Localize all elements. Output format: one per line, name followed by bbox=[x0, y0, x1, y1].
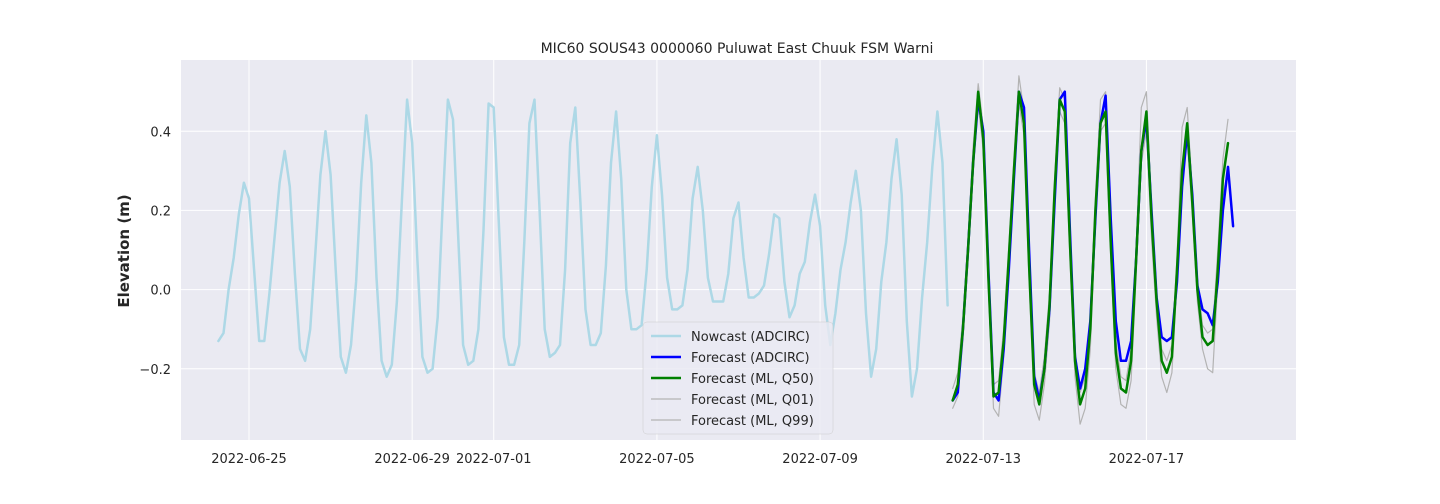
legend-box bbox=[642, 321, 834, 435]
legend-label: Forecast (ADCIRC) bbox=[691, 351, 810, 366]
legend-label: Forecast (ML, Q50) bbox=[691, 372, 814, 387]
x-tick-label: 2022-07-09 bbox=[782, 452, 858, 467]
series-line-2 bbox=[951, 90, 1230, 406]
series-layer bbox=[217, 75, 1235, 425]
legend-label: Nowcast (ADCIRC) bbox=[691, 330, 810, 345]
y-tick-label: −0.2 bbox=[139, 363, 171, 378]
y-tick-label: 0.0 bbox=[150, 284, 171, 299]
x-tick-label: 2022-07-05 bbox=[619, 452, 695, 467]
x-tick-label: 2022-07-17 bbox=[1109, 452, 1185, 467]
y-tick-labels: −0.2 0.0 0.2 0.4 bbox=[139, 125, 171, 378]
x-tick-label: 2022-07-01 bbox=[456, 452, 532, 467]
y-tick-label: 0.4 bbox=[150, 125, 171, 140]
series-line-0 bbox=[217, 98, 949, 398]
legend: Nowcast (ADCIRC) Forecast (ADCIRC) Forecas… bbox=[642, 321, 834, 435]
y-tick-label: 0.2 bbox=[150, 204, 171, 219]
x-tick-label: 2022-07-13 bbox=[945, 452, 1021, 467]
legend-label: Forecast (ML, Q99) bbox=[691, 414, 814, 429]
chart-title: MIC60 SOUS43 0000060 Puluwat East Chuuk … bbox=[541, 41, 934, 57]
x-tick-label: 2022-06-25 bbox=[211, 452, 287, 467]
legend-label: Forecast (ML, Q01) bbox=[691, 393, 814, 408]
x-tick-labels: 2022-06-25 2022-06-29 2022-07-01 2022-07-05… bbox=[211, 452, 1184, 467]
x-tick-label: 2022-06-29 bbox=[374, 452, 450, 467]
y-axis-label: Elevation (m) bbox=[115, 194, 133, 307]
